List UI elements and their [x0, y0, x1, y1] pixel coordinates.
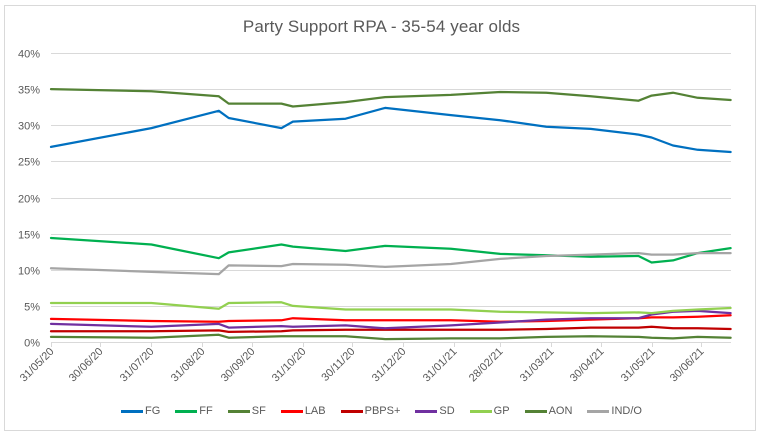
chart-title: Party Support RPA - 35-54 year olds	[242, 17, 521, 36]
x-tick-label: 31/05/20	[18, 346, 57, 385]
legend-item: PBPS+	[340, 405, 401, 417]
series-line-pbps	[49, 325, 732, 334]
x-tick-label: 31/01/21	[421, 346, 460, 385]
series-line-gp	[49, 301, 732, 315]
x-tick-label: 31/03/21	[518, 346, 557, 385]
x-tick-label: 31/12/20	[370, 346, 409, 385]
legend-swatch	[340, 409, 363, 413]
legend-item: GP	[469, 405, 510, 417]
x-tick-label: 31/08/20	[169, 346, 208, 385]
y-tick-label: 25%	[18, 157, 40, 169]
y-axis-ticks: 0% 5% 10% 15% 20% 25% 30% 35% 40%	[18, 49, 40, 350]
x-tick-label: 30/04/21	[568, 346, 607, 385]
legend-swatch	[280, 409, 303, 413]
x-tick-label: 31/05/21	[619, 346, 658, 385]
y-tick-label: 35%	[18, 85, 40, 97]
y-tick-label: 5%	[24, 302, 40, 314]
gridlines	[51, 53, 731, 343]
x-tick-label: 31/10/20	[270, 346, 309, 385]
legend-item: FF	[175, 405, 213, 417]
legend-label: FG	[145, 405, 161, 417]
legend-swatch	[121, 409, 144, 413]
legend-label: FF	[199, 405, 213, 417]
y-tick-label: 15%	[18, 230, 40, 242]
legend-swatch	[524, 409, 547, 413]
legend-label: SF	[251, 405, 266, 417]
y-tick-label: 40%	[18, 49, 40, 61]
legend-item: AON	[524, 405, 573, 417]
chart-frame	[4, 5, 756, 431]
legend-item: SD	[415, 405, 455, 417]
x-axis: 31/05/20 30/06/20 31/07/20 31/08/20 30/09/20…	[18, 342, 707, 384]
series-lines	[49, 87, 732, 341]
series-line-ind-o	[49, 251, 732, 276]
x-tick-label: 30/09/20	[219, 346, 258, 385]
legend: FG FF SF LAB PBPS+ SD GP AON IND/O	[0, 405, 763, 417]
legend-swatch	[469, 409, 492, 413]
legend-item: FG	[121, 405, 160, 417]
legend-label: GP	[493, 405, 510, 417]
y-tick-label: 10%	[18, 266, 40, 278]
series-line-sf	[49, 87, 732, 108]
x-tick-label: 30/06/21	[668, 346, 707, 385]
legend-swatch	[227, 409, 250, 413]
series-line-ff	[49, 236, 732, 264]
legend-swatch	[175, 409, 198, 413]
legend-item: LAB	[280, 405, 326, 417]
legend-label: PBPS+	[364, 405, 401, 417]
legend-label: SD	[439, 405, 455, 417]
x-tick-label: 30/11/20	[319, 346, 357, 384]
y-tick-label: 20%	[18, 194, 40, 206]
x-tick-label: 28/02/21	[467, 346, 506, 385]
legend-label: IND/O	[611, 405, 642, 417]
y-tick-label: 0%	[24, 338, 40, 350]
legend-swatch	[415, 409, 438, 413]
series-line-sd	[49, 309, 732, 330]
legend-item: SF	[227, 405, 266, 417]
x-tick-label: 30/06/20	[67, 346, 106, 385]
y-tick-label: 30%	[18, 121, 40, 133]
x-tick-label: 31/07/20	[118, 346, 157, 385]
series-line-lab	[49, 314, 732, 323]
legend-item: IND/O	[587, 405, 642, 417]
series-line-fg	[49, 106, 732, 154]
series-line-aon	[49, 333, 732, 341]
legend-label: LAB	[304, 405, 326, 417]
legend-swatch	[587, 409, 610, 413]
legend-label: AON	[548, 405, 573, 417]
